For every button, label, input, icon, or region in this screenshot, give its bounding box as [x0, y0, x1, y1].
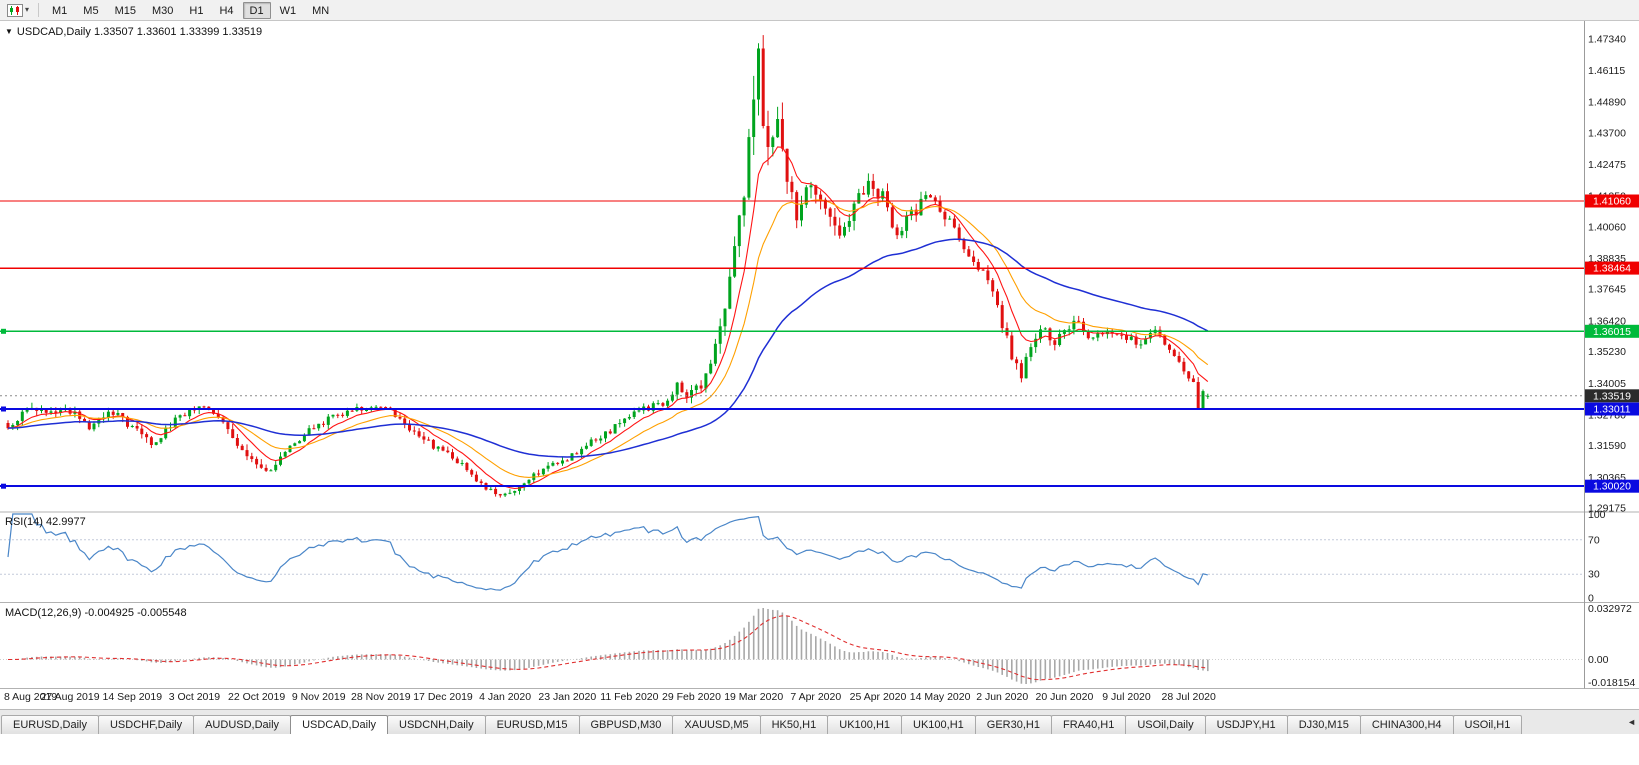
svg-text:0.00: 0.00 — [1588, 654, 1609, 666]
chart-tab-fra40-h1[interactable]: FRA40,H1 — [1050, 715, 1127, 734]
chart-tab-usoil-h1[interactable]: USOil,H1 — [1452, 715, 1523, 734]
svg-text:28 Jul 2020: 28 Jul 2020 — [1162, 691, 1216, 703]
toolbar-separator — [38, 3, 40, 17]
price-chart-canvas[interactable]: 1.473401.461151.448901.437001.424751.412… — [0, 21, 1639, 709]
current-price-marker: 1.33519 — [0, 389, 1639, 403]
svg-text:14 Sep 2019: 14 Sep 2019 — [103, 691, 163, 703]
timeframe-button-m15[interactable]: M15 — [114, 4, 136, 17]
chart-tab-usdchf-daily[interactable]: USDCHF,Daily — [97, 715, 195, 734]
timeframe-button-m5[interactable]: M5 — [83, 4, 99, 17]
chart-window: 1.473401.461151.448901.437001.424751.412… — [0, 21, 1639, 709]
svg-text:1.41060: 1.41060 — [1593, 196, 1631, 208]
moving-average-lines — [7, 146, 1209, 490]
svg-text:1.38835: 1.38835 — [1588, 253, 1626, 265]
candles — [6, 35, 1210, 498]
svg-text:1.36420: 1.36420 — [1588, 315, 1626, 327]
tab-scroll-left-icon[interactable]: ◄ — [1627, 717, 1636, 727]
svg-text:14 May 2020: 14 May 2020 — [910, 691, 971, 703]
chart-tab-eurusd-m15[interactable]: EURUSD,M15 — [484, 715, 580, 734]
svg-text:2 Jun 2020: 2 Jun 2020 — [976, 691, 1028, 703]
svg-text:1.47340: 1.47340 — [1588, 33, 1626, 45]
svg-text:1.43700: 1.43700 — [1588, 127, 1626, 139]
svg-text:1.38464: 1.38464 — [1593, 263, 1631, 275]
timeframe-button-m30[interactable]: M30 — [151, 4, 174, 17]
svg-text:1.44890: 1.44890 — [1588, 97, 1626, 109]
svg-text:1.30020: 1.30020 — [1593, 481, 1631, 493]
timeframe-button-h1[interactable]: H1 — [189, 4, 204, 17]
svg-text:1.40060: 1.40060 — [1588, 221, 1626, 233]
svg-text:8 Aug 2019: 8 Aug 2019 — [4, 691, 57, 703]
chart-tab-dj30-m15[interactable]: DJ30,M15 — [1286, 715, 1361, 734]
svg-text:9 Jul 2020: 9 Jul 2020 — [1102, 691, 1151, 703]
chart-tab-uk100-h1[interactable]: UK100,H1 — [901, 715, 976, 734]
svg-text:23 Jan 2020: 23 Jan 2020 — [538, 691, 596, 703]
svg-text:1.34005: 1.34005 — [1588, 378, 1626, 390]
timeframe-buttons: M1 M5 M15 M30 H1 H4 D1 W1 MN — [44, 1, 337, 19]
horizontal-level-lines: 1.41060 1.38464 1.36015 1.33011 1.30020 — [0, 194, 1639, 493]
svg-text:1.31590: 1.31590 — [1588, 440, 1626, 452]
chart-tab-uk100-h1[interactable]: UK100,H1 — [827, 715, 903, 734]
svg-text:3 Oct 2019: 3 Oct 2019 — [169, 691, 221, 703]
macd-panel: 0.032972 0.00 -0.018154 — [0, 603, 1635, 689]
svg-text:7 Apr 2020: 7 Apr 2020 — [790, 691, 841, 703]
candlestick-chart-icon — [7, 3, 23, 17]
chart-tab-ger30-h1[interactable]: GER30,H1 — [974, 715, 1052, 734]
svg-text:1.36015: 1.36015 — [1593, 326, 1631, 338]
charts-menu-button[interactable]: ▾ — [3, 1, 33, 19]
chart-tab-eurusd-daily[interactable]: EURUSD,Daily — [1, 715, 99, 734]
svg-text:100: 100 — [1588, 509, 1606, 521]
svg-text:28 Nov 2019: 28 Nov 2019 — [351, 691, 411, 703]
chart-tabs: EURUSD,Daily USDCHF,Daily AUDUSD,Daily USDC… — [1, 715, 1623, 734]
svg-text:1.33519: 1.33519 — [1593, 390, 1631, 402]
svg-text:1.35230: 1.35230 — [1588, 346, 1626, 358]
svg-text:11 Feb 2020: 11 Feb 2020 — [600, 691, 658, 703]
chart-tab-bar: EURUSD,Daily USDCHF,Daily AUDUSD,Daily USDC… — [0, 709, 1639, 734]
chart-tab-usdjpy-h1[interactable]: USDJPY,H1 — [1204, 715, 1288, 734]
svg-text:1.46115: 1.46115 — [1588, 65, 1625, 77]
svg-text:4 Jan 2020: 4 Jan 2020 — [479, 691, 531, 703]
svg-text:0: 0 — [1588, 593, 1594, 605]
svg-text:1.42475: 1.42475 — [1588, 159, 1626, 171]
timeframe-button-h4[interactable]: H4 — [219, 4, 234, 17]
svg-text:22 Oct 2019: 22 Oct 2019 — [228, 691, 285, 703]
svg-text:19 Mar 2020: 19 Mar 2020 — [724, 691, 783, 703]
svg-text:17 Dec 2019: 17 Dec 2019 — [413, 691, 473, 703]
chart-tab-usdcnh-daily[interactable]: USDCNH,Daily — [387, 715, 486, 734]
chart-tab-xauusd-m5[interactable]: XAUUSD,M5 — [672, 715, 761, 734]
svg-text:30: 30 — [1588, 569, 1600, 581]
timeframe-button-m1[interactable]: M1 — [52, 4, 68, 17]
window-bottom-area — [0, 734, 1639, 765]
svg-text:25 Apr 2020: 25 Apr 2020 — [850, 691, 907, 703]
chart-tab-usoil-daily[interactable]: USOil,Daily — [1125, 715, 1206, 734]
timeframe-toolbar: ▾ M1 M5 M15 M30 H1 H4 D1 W1 MN — [0, 0, 1639, 21]
chart-tab-hk50-h1[interactable]: HK50,H1 — [759, 715, 829, 734]
svg-text:29 Feb 2020: 29 Feb 2020 — [662, 691, 721, 703]
svg-text:-0.018154: -0.018154 — [1588, 677, 1635, 689]
svg-text:1.37645: 1.37645 — [1588, 284, 1626, 296]
svg-text:9 Nov 2019: 9 Nov 2019 — [292, 691, 346, 703]
panel-separators — [0, 21, 1639, 689]
svg-text:70: 70 — [1588, 534, 1600, 546]
timeframe-button-w1[interactable]: W1 — [279, 4, 297, 17]
chart-tab-usdcad-daily[interactable]: USDCAD,Daily — [290, 715, 389, 734]
svg-text:20 Jun 2020: 20 Jun 2020 — [1035, 691, 1093, 703]
svg-text:0.032972: 0.032972 — [1588, 603, 1632, 615]
svg-text:1.29175: 1.29175 — [1588, 503, 1626, 515]
svg-text:1.33011: 1.33011 — [1593, 404, 1630, 416]
chart-tab-gbpusd-m30[interactable]: GBPUSD,M30 — [578, 715, 674, 734]
chart-tab-china300-h4[interactable]: CHINA300,H4 — [1359, 715, 1454, 734]
rsi-panel: 100 70 30 0 — [0, 509, 1606, 605]
svg-text:27 Aug 2019: 27 Aug 2019 — [41, 691, 100, 703]
timeframe-button-d1[interactable]: D1 — [242, 1, 271, 19]
chart-tab-audusd-daily[interactable]: AUDUSD,Daily — [193, 715, 292, 734]
dropdown-caret-icon: ▾ — [25, 5, 30, 14]
timeframe-button-mn[interactable]: MN — [312, 4, 330, 17]
price-axis-labels: 1.473401.461151.448901.437001.424751.412… — [1588, 33, 1626, 514]
